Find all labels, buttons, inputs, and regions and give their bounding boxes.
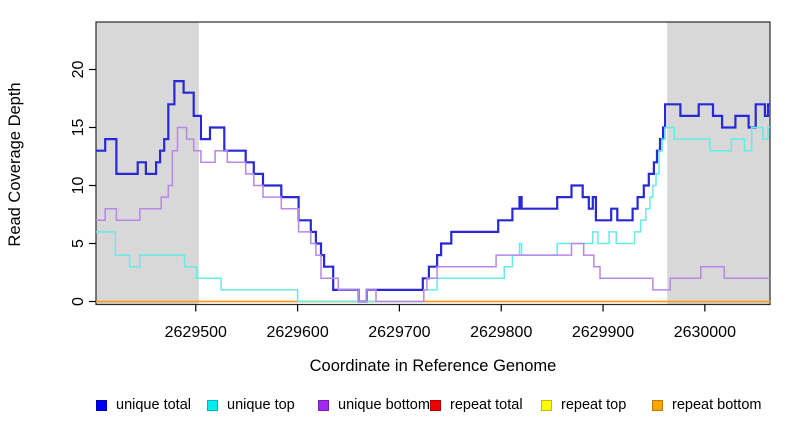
shaded-region-band-0 — [96, 22, 199, 305]
x-axis-tick-label: 2629900 — [572, 324, 634, 341]
y-axis-tick-label: 0 — [70, 297, 87, 306]
series-line-unique-total — [96, 80, 770, 303]
y-axis-tick-label: 15 — [70, 119, 87, 137]
shaded-region-band-1 — [667, 22, 770, 305]
y-axis-tick-label: 5 — [70, 239, 87, 248]
y-axis-title: Read Coverage Depth — [6, 82, 24, 247]
x-axis-tick-label: 2629500 — [165, 324, 227, 341]
x-axis-tick-label: 2629800 — [470, 324, 532, 341]
y-axis-tick-label: 20 — [70, 61, 87, 79]
x-axis-tick-label: 2630000 — [674, 324, 736, 341]
y-axis-tick-label: 10 — [70, 177, 87, 195]
x-axis-tick-label: 2629600 — [266, 324, 328, 341]
plot-box-border — [95, 21, 771, 306]
x-axis-tick-label: 2629700 — [368, 324, 430, 341]
x-axis-title: Coordinate in Reference Genome — [309, 357, 557, 375]
series-line-unique-bottom — [96, 126, 770, 303]
series-line-unique-top — [96, 126, 770, 303]
